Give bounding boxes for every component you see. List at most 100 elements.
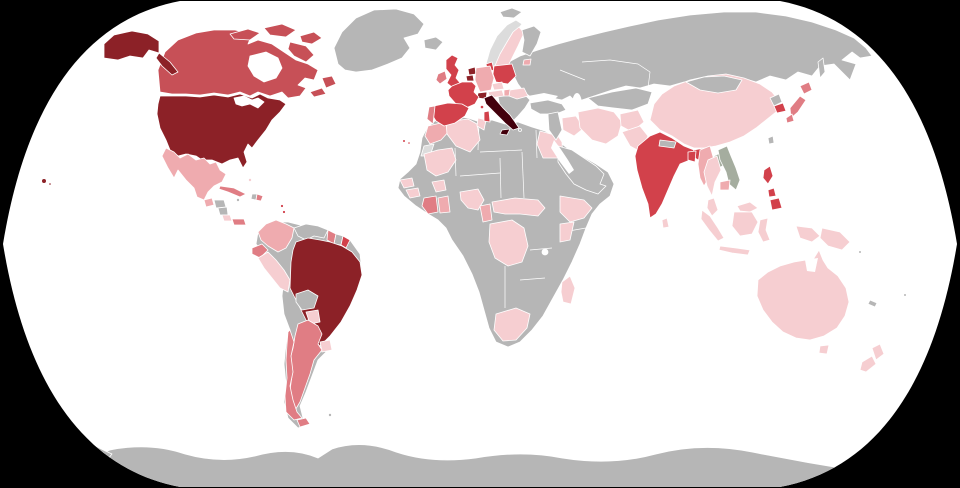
- country-czechia: [491, 81, 505, 91]
- country-france-corsica: [479, 104, 485, 110]
- country-poland: [492, 63, 517, 85]
- country-sri-lanka: [661, 217, 670, 229]
- country-nepal: [658, 139, 677, 149]
- country-canada-newfoundland: [321, 75, 337, 89]
- country-canada-arctic-2: [263, 23, 297, 38]
- country-indonesia-papua: [795, 225, 821, 243]
- country-iran: [577, 107, 623, 145]
- country-french-antilles-2: [282, 210, 286, 214]
- country-indonesia-sumatra: [700, 209, 725, 242]
- country-colombia: [257, 219, 295, 253]
- country-bahamas: [247, 177, 252, 182]
- country-new-zealand-north: [871, 343, 885, 361]
- country-papua-new-guinea: [819, 227, 851, 251]
- country-madagascar: [560, 275, 576, 305]
- country-south-korea: [773, 102, 787, 114]
- country-usa-alaska: [103, 30, 160, 61]
- country-canada-nova-scotia: [309, 87, 327, 98]
- country-usa-alaska-panhandle: [155, 52, 179, 76]
- country-peru: [257, 251, 291, 293]
- country-usa-hawaii: [41, 178, 47, 184]
- great-lakes: [233, 95, 265, 109]
- country-new-zealand-south: [859, 355, 877, 373]
- gulf-of-carpentaria: [805, 258, 818, 272]
- country-italy-sicily: [499, 128, 511, 136]
- country-australia-tasmania: [818, 344, 830, 355]
- country-france: [447, 81, 480, 109]
- country-greenland: [333, 8, 425, 73]
- country-antarctica: [77, 444, 883, 487]
- hudson-bay: [247, 51, 283, 83]
- asia-internal-borders: [559, 59, 651, 89]
- country-canada: [157, 29, 319, 99]
- country-canada-arctic-1: [229, 28, 261, 41]
- country-north-korea: [769, 93, 783, 107]
- country-canary-islands: [402, 139, 406, 143]
- country-guinea: [405, 187, 421, 199]
- country-bolivia: [295, 289, 319, 311]
- country-taiwan: [767, 135, 775, 145]
- country-romania: [508, 87, 529, 100]
- country-mexico: [161, 147, 227, 201]
- country-south-africa: [493, 307, 531, 342]
- africa-internal-borders: [454, 123, 587, 308]
- levant: [547, 111, 563, 141]
- country-uk: [445, 54, 462, 89]
- country-philippines-luzon: [762, 165, 774, 185]
- country-belgium: [465, 74, 475, 82]
- country-italy: [483, 94, 520, 131]
- country-malaysia: [706, 197, 719, 217]
- country-iceland: [423, 36, 444, 51]
- country-germany: [474, 65, 495, 93]
- country-vietnam: [717, 145, 741, 191]
- country-bangladesh: [687, 150, 697, 163]
- saudi-peninsula: [557, 145, 607, 195]
- country-australia: [756, 249, 850, 341]
- country-mongolia: [685, 75, 743, 94]
- red-sea: [551, 140, 574, 174]
- country-dr-congo: [488, 219, 529, 267]
- country-central-african-belt: [491, 197, 546, 217]
- country-sardinia: [483, 110, 491, 123]
- landmasses: [41, 7, 907, 487]
- central-asia: [587, 87, 653, 111]
- country-jamaica: [235, 197, 240, 202]
- russia-sakhalin: [817, 57, 826, 79]
- country-estonia: [522, 58, 532, 66]
- country-falklands: [327, 412, 332, 417]
- country-dominican-republic: [255, 193, 264, 202]
- country-portugal: [426, 105, 436, 125]
- country-cuba: [218, 185, 247, 198]
- country-ireland: [435, 70, 448, 85]
- persian-gulf: [594, 146, 612, 160]
- country-panama: [231, 218, 247, 226]
- country-russia: [504, 11, 873, 103]
- country-indonesia-sulawesi: [757, 217, 771, 243]
- country-kenya: [559, 221, 575, 243]
- country-philippines-visayas: [767, 187, 777, 198]
- country-algeria: [445, 118, 481, 153]
- country-turkey: [529, 99, 567, 115]
- country-ghana: [437, 195, 451, 214]
- country-nicaragua: [217, 206, 229, 216]
- country-iraq: [561, 115, 585, 137]
- country-guatemala: [203, 197, 215, 208]
- country-indonesia-java: [718, 245, 751, 256]
- country-senegal: [399, 177, 415, 189]
- country-japan-hokkaido: [799, 81, 813, 95]
- country-chile-tierra-del-fuego: [296, 417, 311, 428]
- country-philippines-mindanao: [769, 197, 783, 211]
- country-japan-kyushu: [785, 113, 795, 124]
- country-nigeria: [459, 188, 485, 211]
- country-china: [649, 73, 781, 149]
- fiji: [903, 293, 907, 297]
- country-usa-hawaii-2: [48, 182, 52, 186]
- country-canada-arctic-3: [299, 31, 323, 45]
- country-venezuela: [293, 223, 329, 241]
- country-malaysia-borneo: [736, 201, 759, 213]
- black-sea: [528, 93, 558, 102]
- country-burkina-faso: [431, 179, 447, 193]
- country-ivory-coast: [421, 195, 439, 215]
